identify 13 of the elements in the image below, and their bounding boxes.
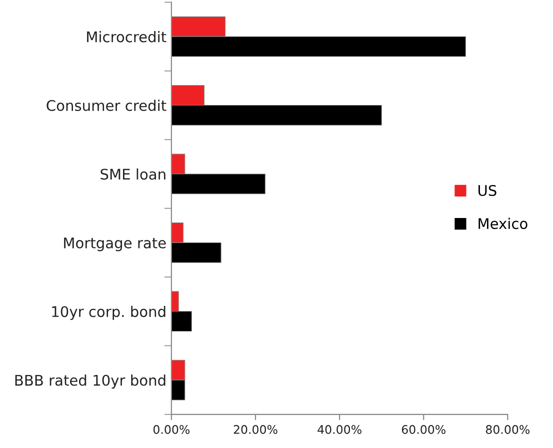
- x-tick-label: 20.00%: [234, 425, 278, 434]
- y-tick-label: Mortgage rate: [64, 238, 166, 252]
- legend-label: US: [478, 184, 496, 196]
- y-tick-label: BBB rated 10yr bond: [15, 374, 166, 389]
- x-tick-label: 0.00%: [153, 425, 190, 434]
- x-tick-label: 80.00%: [486, 425, 530, 434]
- y-tick-label: SME loan: [100, 168, 166, 180]
- legend-label: Mexico: [478, 218, 528, 230]
- x-tick-label: 40.00%: [318, 425, 362, 434]
- y-tick-label: Consumer credit: [46, 100, 166, 112]
- y-tick-label: Microcredit: [87, 31, 166, 42]
- y-tick-label: 10yr corp. bond: [52, 306, 166, 320]
- x-tick-label: 60.00%: [402, 425, 446, 434]
